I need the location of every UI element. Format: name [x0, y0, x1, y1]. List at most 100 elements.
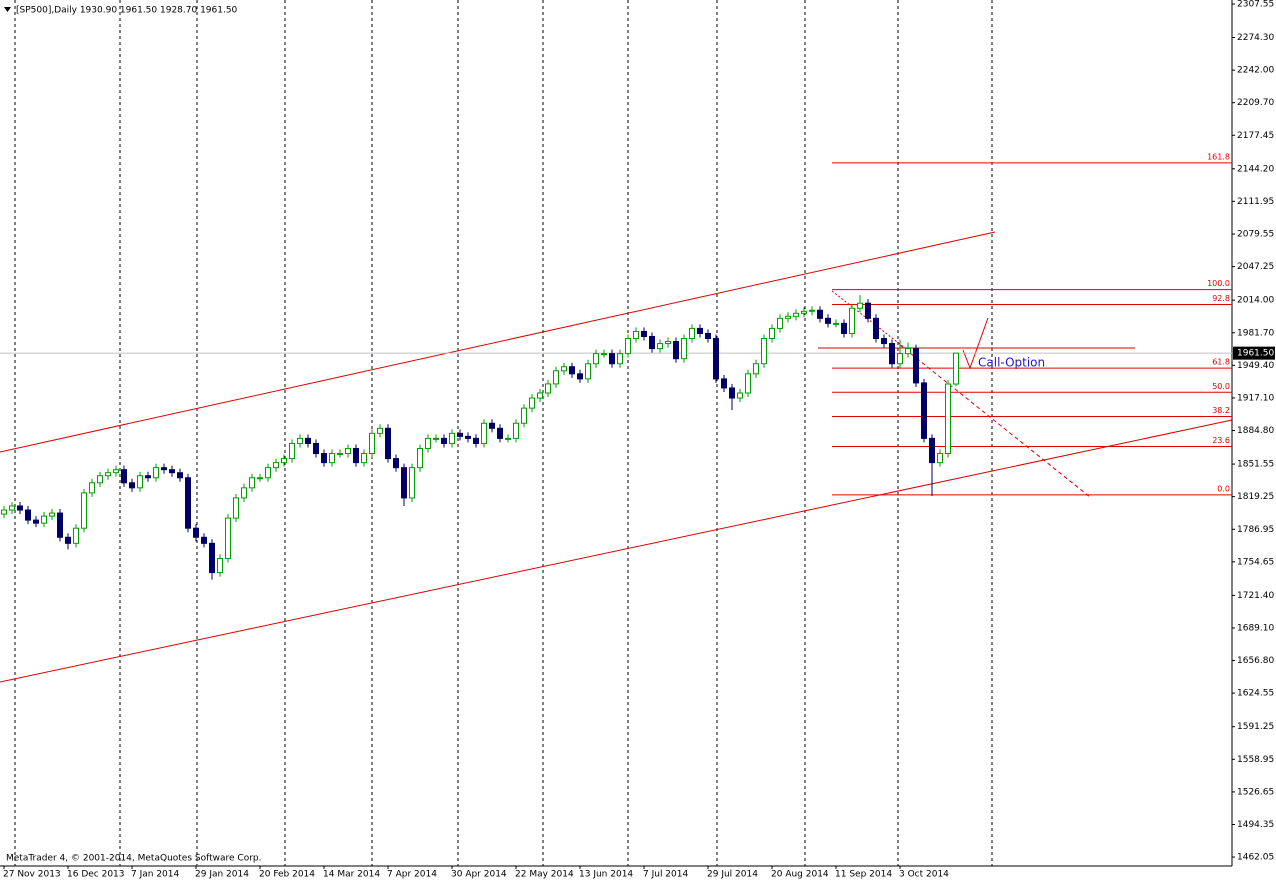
- candle-body: [601, 353, 607, 356]
- candle-body: [417, 447, 423, 469]
- fib-label: 50.0: [1212, 382, 1230, 391]
- candle-body: [705, 332, 711, 340]
- candle-body: [153, 467, 159, 479]
- candle-body: [753, 363, 759, 375]
- y-tick-label: 1656.80: [1237, 656, 1274, 666]
- candle-body: [769, 327, 775, 340]
- candle-body: [201, 536, 207, 544]
- y-tick-label: 1754.65: [1237, 557, 1274, 567]
- candle-body: [761, 338, 767, 365]
- candle-body: [593, 353, 599, 365]
- candle-body: [609, 353, 615, 365]
- candle-body: [225, 517, 231, 559]
- candle-body: [945, 383, 951, 455]
- candle-body: [817, 309, 823, 319]
- candle-body: [193, 527, 199, 538]
- candle-body: [353, 447, 359, 464]
- price-box: [1233, 346, 1275, 360]
- y-tick-label: 2144.20: [1237, 164, 1274, 174]
- candle-body: [33, 519, 39, 524]
- candle-body: [537, 392, 543, 399]
- candle-body: [17, 505, 23, 511]
- candle-body: [81, 492, 87, 529]
- x-tick-label: 16 Dec 2013: [67, 870, 125, 880]
- candle-body: [897, 353, 903, 365]
- candle-body: [505, 437, 511, 440]
- y-tick-label: 1624.55: [1237, 689, 1274, 699]
- x-tick-label: 29 Jul 2014: [707, 870, 758, 880]
- fib-label: 38.2: [1212, 406, 1230, 415]
- candle-body: [729, 387, 735, 399]
- candle-body: [617, 353, 623, 365]
- candle-body: [625, 338, 631, 355]
- y-tick-label: 1786.95: [1237, 525, 1274, 535]
- candle-body: [441, 437, 447, 444]
- candle-body: [233, 497, 239, 519]
- candle-body: [529, 397, 535, 409]
- candle-body: [465, 435, 471, 439]
- candle-body: [121, 469, 127, 484]
- fib-label: 23.6: [1212, 436, 1230, 445]
- candle-body: [9, 505, 15, 511]
- candle-body: [521, 407, 527, 424]
- candle-body: [281, 458, 287, 464]
- y-tick-label: 1494.35: [1237, 820, 1274, 830]
- annotation: Call-Option: [978, 356, 1045, 370]
- candle-body: [289, 442, 295, 460]
- candle-body: [921, 382, 927, 439]
- candle-body: [345, 447, 351, 455]
- candle-body: [473, 437, 479, 444]
- x-tick-label: 22 May 2014: [515, 870, 574, 880]
- fib-trend: [831, 290, 911, 353]
- candle-body: [633, 330, 639, 340]
- candle-body: [673, 341, 679, 360]
- candle-body: [881, 338, 887, 345]
- candle-body: [161, 467, 167, 471]
- y-tick-label: 1819.25: [1237, 492, 1274, 502]
- fib-label: 61.8: [1212, 358, 1230, 367]
- candle-body: [937, 453, 943, 464]
- candle-body: [25, 509, 31, 521]
- menu-icon: [4, 7, 11, 12]
- chart-header: [SP500],Daily 1930.90 1961.50 1928.70 19…: [16, 6, 238, 16]
- y-tick-label: 2274.30: [1237, 33, 1274, 43]
- x-tick-label: 11 Sep 2014: [835, 870, 892, 880]
- candle-body: [361, 453, 367, 464]
- x-tick-label: 7 Jul 2014: [643, 870, 688, 880]
- y-tick-label: 2307.55: [1237, 0, 1274, 9]
- fib-label: 100.0: [1207, 279, 1230, 288]
- candle-body: [41, 515, 47, 524]
- candle-body: [809, 309, 815, 312]
- candle-body: [737, 392, 743, 399]
- candle-body: [905, 348, 911, 355]
- y-tick-label: 1591.25: [1237, 722, 1274, 732]
- y-tick-label: 1462.05: [1237, 853, 1274, 863]
- x-tick-label: 7 Jan 2014: [131, 870, 179, 880]
- candle-body: [585, 363, 591, 380]
- candle-body: [849, 307, 855, 334]
- x-tick-label: 3 Oct 2014: [899, 870, 949, 880]
- candle-body: [273, 462, 279, 469]
- channel-upper: [0, 231, 996, 453]
- candle-body: [329, 453, 335, 464]
- candle-body: [889, 343, 895, 365]
- candle-body: [265, 467, 271, 479]
- candle-body: [545, 383, 551, 394]
- y-tick-label: 1917.10: [1237, 393, 1274, 403]
- candle-body: [665, 341, 671, 345]
- candle-body: [577, 373, 583, 380]
- y-tick-label: 1558.95: [1237, 755, 1274, 765]
- candle-body: [745, 373, 751, 394]
- y-tick-label: 1949.40: [1237, 361, 1274, 371]
- candle-body: [73, 527, 79, 544]
- candle-body: [177, 472, 183, 479]
- y-tick-label: 1884.80: [1237, 426, 1274, 436]
- candle-body: [497, 427, 503, 439]
- candle-body: [409, 467, 415, 499]
- x-tick-label: 27 Nov 2013: [3, 870, 61, 880]
- candle-body: [641, 330, 647, 337]
- x-tick-label: 20 Feb 2014: [259, 870, 315, 880]
- candle-body: [297, 437, 303, 444]
